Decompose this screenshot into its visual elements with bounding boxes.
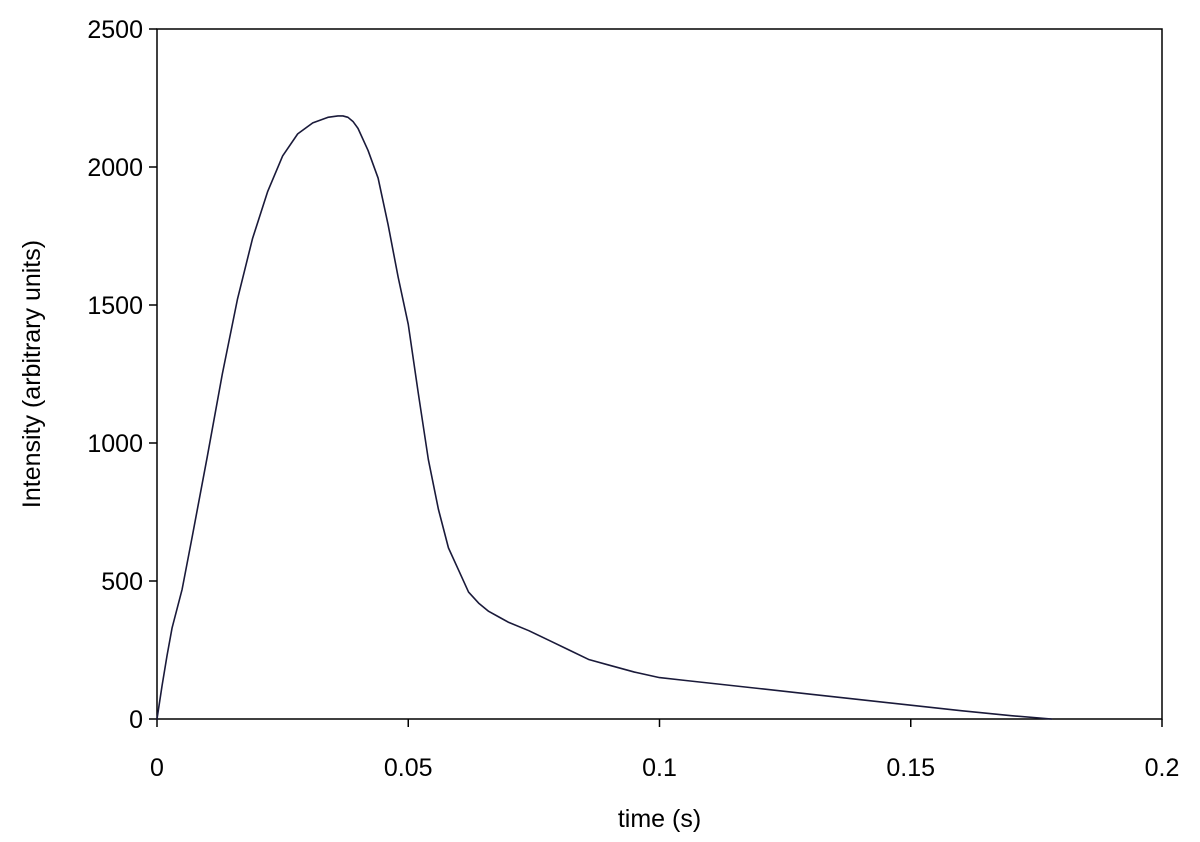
- intensity-series-line: [156, 115, 1053, 720]
- y-tick-label: 2000: [87, 154, 143, 182]
- plot-area-border: [156, 28, 1163, 720]
- y-tick-label: 0: [129, 706, 143, 734]
- y-tick-label: 2500: [87, 16, 143, 44]
- y-axis-title: Intensity (arbitrary units): [18, 240, 46, 508]
- x-tick-label: 0.05: [384, 754, 433, 782]
- x-tick-label: 0.15: [886, 754, 935, 782]
- y-axis-ticks: 0 500 1000 1500 2000 2500: [87, 16, 157, 734]
- x-axis-ticks: 0 0.05 0.1 0.15 0.2: [150, 719, 1179, 782]
- y-tick-label: 1000: [87, 430, 143, 458]
- x-tick-label: 0: [150, 754, 164, 782]
- x-axis-title: time (s): [618, 805, 701, 833]
- x-tick-label: 0.1: [642, 754, 677, 782]
- y-tick-label: 1500: [87, 292, 143, 320]
- y-tick-label: 500: [101, 568, 143, 596]
- x-tick-label: 0.2: [1145, 754, 1180, 782]
